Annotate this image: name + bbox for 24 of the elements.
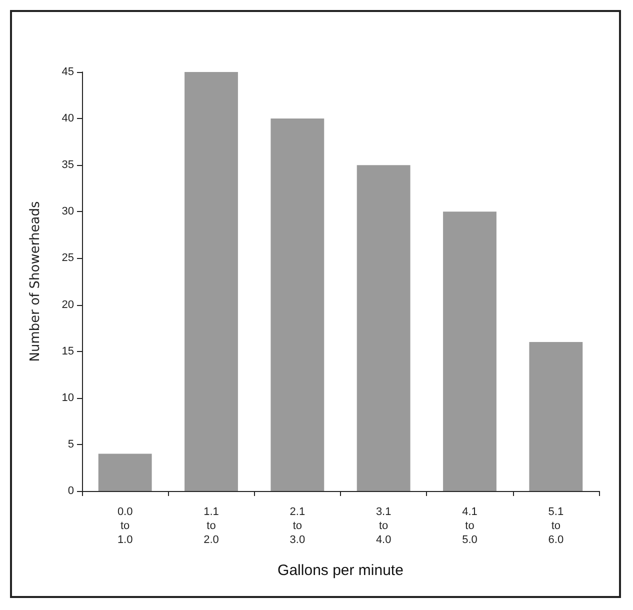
x-tick-label: 4.1 to 5.0 [462,506,478,546]
y-tick-label: 20 [62,298,74,311]
bar [443,212,496,491]
y-tick-label: 40 [62,112,74,125]
y-tick-label: 10 [62,392,74,404]
bar [529,342,583,491]
bar [356,165,410,491]
x-axis-title: Gallons per minute [278,562,404,579]
y-tick-label: 25 [62,252,74,264]
bar [270,118,324,491]
y-tick-label: 30 [62,206,74,218]
y-tick-label: 15 [62,345,74,358]
y-tick-label: 5 [68,438,74,450]
x-tick-label: 3.1 to 4.0 [376,506,392,546]
bar [98,454,152,491]
x-tick-label: 0.0 to 1.0 [117,506,133,546]
y-axis-title: Number of Showerheads [28,201,43,362]
x-tick-label: 1.1 to 2.0 [204,506,219,546]
y-tick-label: 45 [62,66,74,78]
x-tick-label: 5.1 to 6.0 [548,506,564,546]
y-tick-label: 0 [68,485,74,497]
x-tick-label: 2.1 to 3.0 [290,506,306,546]
bar [184,72,238,491]
y-tick-label: 35 [62,159,74,172]
